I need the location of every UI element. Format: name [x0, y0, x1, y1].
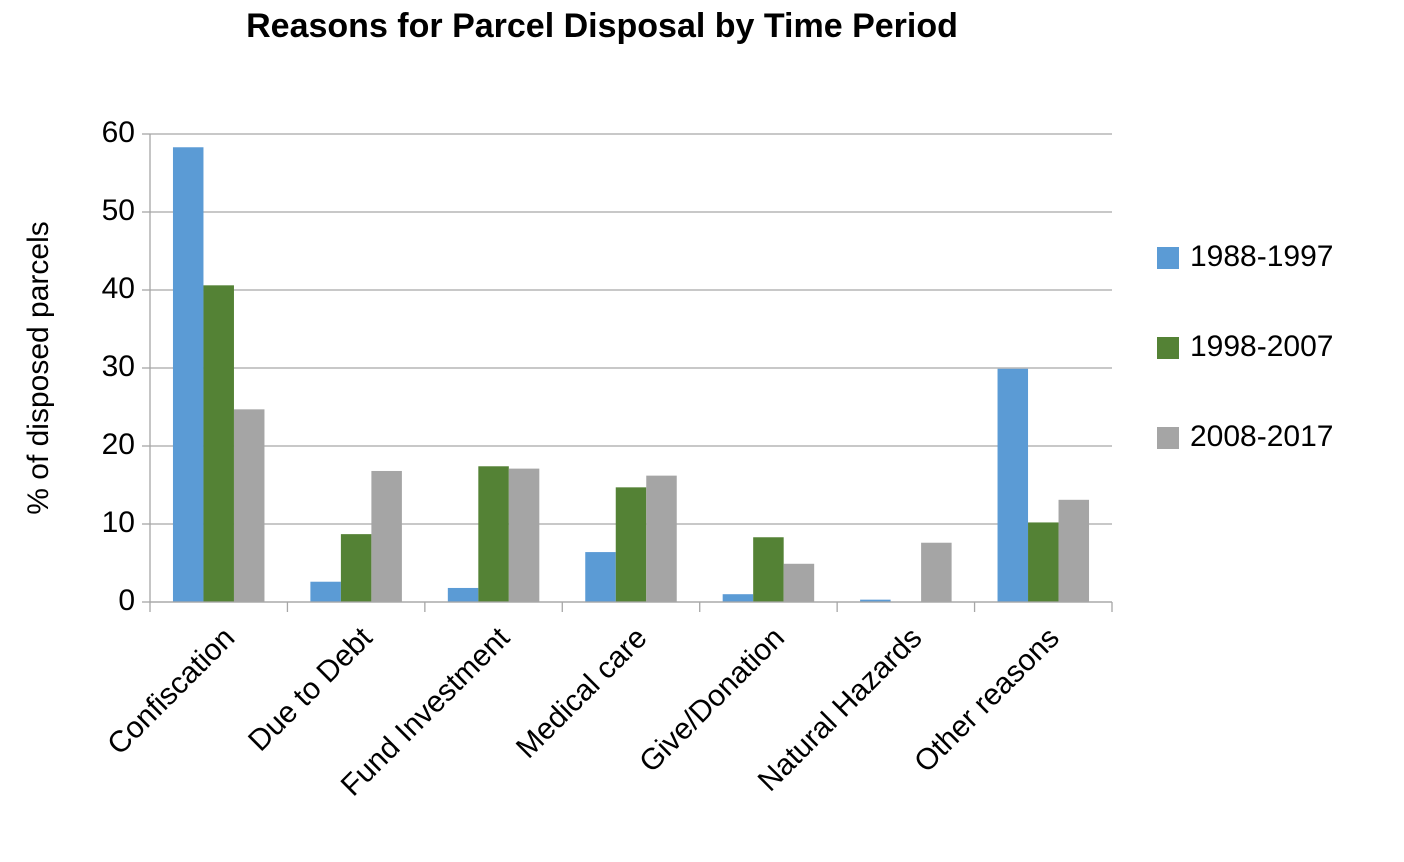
bar: [203, 285, 234, 602]
x-tick-label: Confiscation: [101, 621, 241, 761]
bar: [1058, 499, 1090, 602]
y-tick-label: 10: [102, 506, 135, 539]
bar: [783, 563, 815, 602]
legend-label: 1998-2007: [1190, 330, 1333, 363]
bar: [340, 534, 372, 602]
legend-swatch: [1157, 247, 1179, 269]
y-axis-label: % of disposed parcels: [22, 221, 55, 515]
bar: [860, 599, 891, 602]
bar: [722, 594, 754, 602]
bar: [172, 147, 204, 602]
bar: [646, 475, 677, 602]
legend-swatch: [1157, 427, 1179, 449]
legend-swatch: [1157, 337, 1179, 359]
bar: [1028, 522, 1059, 602]
bar: [921, 542, 952, 602]
x-tick-label: Other reasons: [908, 621, 1066, 779]
y-tick-label: 40: [102, 272, 135, 305]
bar: [585, 552, 616, 602]
legend-label: 2008-2017: [1190, 420, 1333, 453]
bar: [997, 368, 1029, 602]
y-tick-label: 30: [102, 350, 135, 383]
x-tick-label: Medical care: [510, 621, 654, 765]
y-tick-label: 50: [102, 194, 135, 227]
legend-label: 1988-1997: [1190, 240, 1333, 273]
chart-title: Reasons for Parcel Disposal by Time Peri…: [246, 7, 958, 45]
y-tick-label: 20: [102, 428, 135, 461]
bar: [447, 587, 479, 602]
x-tick-label: Due to Debt: [242, 621, 379, 758]
bar: [233, 409, 265, 602]
bar: [615, 487, 647, 602]
y-tick-label: 60: [102, 116, 135, 149]
y-tick-label: 0: [118, 584, 135, 617]
x-tick-label: Give/Donation: [633, 621, 791, 779]
bar: [478, 466, 509, 602]
bar: [508, 468, 540, 602]
bar: [371, 470, 402, 602]
bar: [753, 537, 784, 602]
bar: [310, 581, 341, 602]
